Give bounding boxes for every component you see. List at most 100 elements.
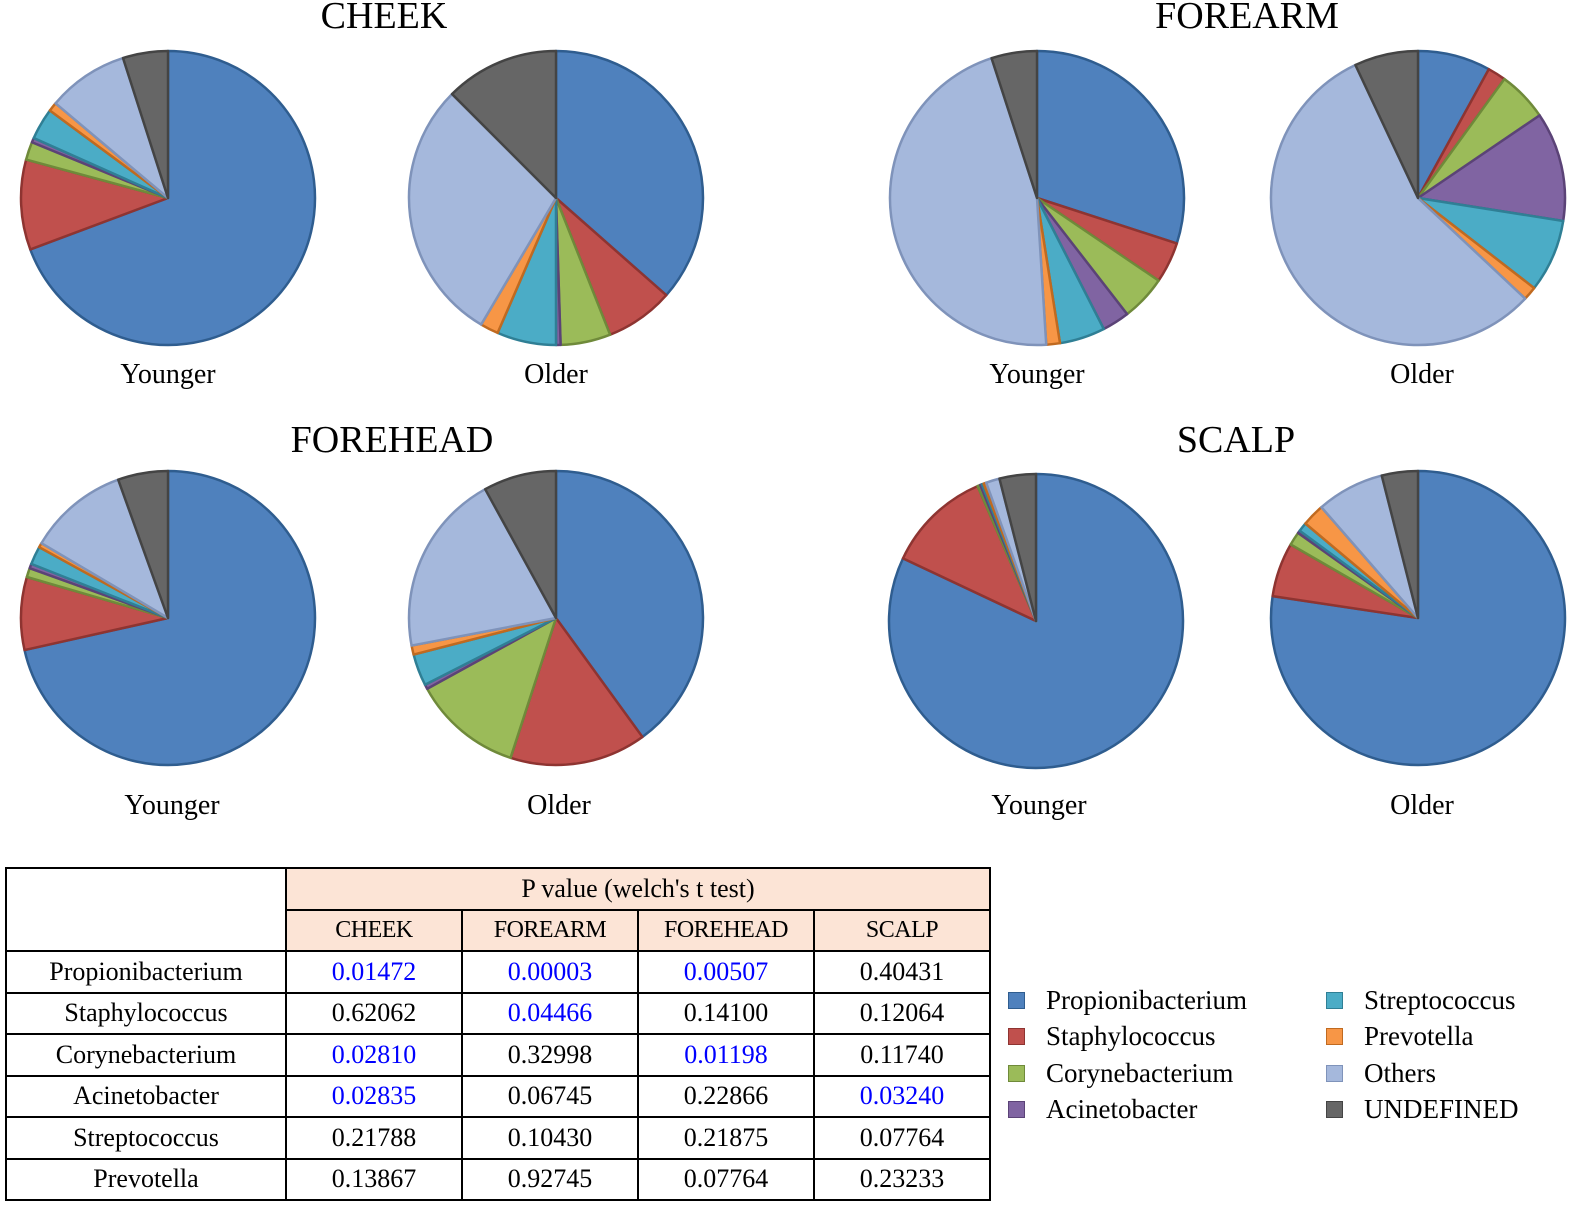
legend-item-propionibacterium: Propionibacterium <box>1008 983 1247 1017</box>
pie-slice-staphylococcus <box>19 158 170 251</box>
legend-swatch <box>1326 1064 1343 1082</box>
p-value-cell: 0.01472 <box>285 950 463 994</box>
pie-older: Older <box>407 49 705 390</box>
legend-item-streptococcus: Streptococcus <box>1326 983 1515 1017</box>
chart-title: FOREARM <box>1155 0 1339 37</box>
legend-swatch <box>1008 1101 1025 1118</box>
pie-slice-undefined <box>990 49 1039 200</box>
chart-title: SCALP <box>1177 419 1295 461</box>
legend-label: Acinetobacter <box>1046 1094 1198 1124</box>
pie-label: Younger <box>989 359 1085 390</box>
p-value-cell: 0.04466 <box>461 991 639 1035</box>
legend-item-acinetobacter: Acinetobacter <box>1008 1093 1197 1127</box>
pie-slice-undefined <box>450 49 558 200</box>
legend-swatch <box>1326 1028 1343 1045</box>
p-value-cell: 0.21875 <box>637 1116 815 1160</box>
p-value-cell: 0.22866 <box>637 1074 815 1118</box>
pie-younger: Younger <box>888 49 1186 390</box>
row-label: Prevotella <box>5 1157 287 1201</box>
pie-slice-propionibacterium <box>23 469 317 767</box>
pie-slice-staphylococcus <box>901 484 1038 623</box>
legend-label: Corynebacterium <box>1046 1057 1234 1088</box>
legend-label: UNDEFINED <box>1364 1094 1519 1124</box>
legend-item-prevotella: Prevotella <box>1326 1020 1473 1054</box>
pie-label: Younger <box>124 790 220 821</box>
p-value-cell: 0.03240 <box>813 1074 991 1118</box>
chart-title: CHEEK <box>321 0 448 37</box>
p-value-cell: 0.01198 <box>637 1033 815 1077</box>
pie-label: Older <box>524 359 588 390</box>
table-row: Streptococcus 0.21788 0.10430 0.21875 0.… <box>5 1116 991 1160</box>
legend-label: Others <box>1364 1057 1436 1088</box>
legend-label: Streptococcus <box>1364 984 1516 1015</box>
legend-swatch <box>1008 991 1025 1009</box>
legend-swatch <box>1326 991 1343 1009</box>
pie-older: Older <box>1269 49 1567 390</box>
table-row: Corynebacterium 0.02810 0.32998 0.01198 … <box>5 1033 991 1077</box>
legend-item-corynebacterium: Corynebacterium <box>1008 1056 1233 1090</box>
p-value-cell: 0.00507 <box>637 950 815 994</box>
pie-slice-others <box>888 56 1048 347</box>
pie-slice-undefined <box>116 469 170 620</box>
p-value-cell: 0.06745 <box>461 1074 639 1118</box>
p-value-cell: 0.07764 <box>813 1116 991 1160</box>
legend-swatch <box>1008 1064 1025 1082</box>
pie-label: Younger <box>991 790 1087 821</box>
column-header: CHEEK <box>285 908 463 952</box>
row-label: Streptococcus <box>5 1116 287 1160</box>
pie-slice-acinetobacter <box>1416 114 1567 223</box>
legend-item-staphylococcus: Staphylococcus <box>1008 1020 1215 1054</box>
pie-panel-cheek: CHEEK Younger Older <box>19 0 705 390</box>
p-value-cell: 0.32998 <box>461 1033 639 1077</box>
table-row: Propionibacterium 0.01472 0.00003 0.0050… <box>5 950 991 994</box>
pie-label: Older <box>1390 790 1454 821</box>
pie-label: Older <box>1390 359 1454 390</box>
table-column-row: CHEEK FOREARM FOREHEAD SCALP <box>6 908 991 952</box>
p-value-cell: 0.10430 <box>461 1116 639 1160</box>
p-value-cell: 0.02810 <box>285 1033 463 1077</box>
pie-panel-scalp: SCALP Younger Older <box>887 419 1567 821</box>
row-label: Acinetobacter <box>5 1074 287 1118</box>
pie-younger: Younger <box>19 469 317 821</box>
column-header: FOREARM <box>461 908 639 952</box>
pie-slice-undefined <box>1354 49 1420 200</box>
p-value-cell: 0.92745 <box>461 1157 639 1201</box>
pie-younger: Younger <box>887 472 1185 821</box>
pie-panel-forearm: FOREARM Younger Older <box>888 0 1567 390</box>
row-label: Corynebacterium <box>5 1033 287 1077</box>
legend: Propionibacterium Staphylococcus Corynebac… <box>1008 983 1568 1133</box>
p-value-cell: 0.11740 <box>813 1033 991 1077</box>
p-value-cell: 0.21788 <box>285 1116 463 1160</box>
pie-slice-undefined <box>483 469 558 620</box>
legend-swatch <box>1008 1028 1025 1045</box>
p-value-cell: 0.02835 <box>285 1074 463 1118</box>
legend-swatch <box>1326 1101 1343 1118</box>
p-value-cell: 0.13867 <box>285 1157 463 1201</box>
pie-slice-others <box>407 487 558 647</box>
table-row: Prevotella 0.13867 0.92745 0.07764 0.232… <box>5 1157 991 1201</box>
p-value-cell: 0.40431 <box>813 950 991 994</box>
p-value-cell: 0.00003 <box>461 950 639 994</box>
pie-younger: Younger <box>19 49 317 390</box>
table-header-row: P value (welch's t test) <box>5 867 991 952</box>
pie-slice-propionibacterium <box>1035 49 1186 245</box>
pie-older: Older <box>1269 469 1567 821</box>
column-header: FOREHEAD <box>637 908 815 952</box>
pie-slice-undefined <box>1380 469 1420 620</box>
pie-slice-propionibacterium <box>554 49 705 297</box>
pie-slice-others <box>1269 63 1527 347</box>
legend-label: Staphylococcus <box>1046 1021 1216 1051</box>
legend-item-others: Others <box>1326 1056 1436 1090</box>
row-label: Staphylococcus <box>5 991 287 1035</box>
p-value-cell: 0.14100 <box>637 991 815 1035</box>
pie-slice-propionibacterium <box>554 469 705 739</box>
p-value-cell: 0.23233 <box>813 1157 991 1201</box>
p-value-cell: 0.62062 <box>285 991 463 1035</box>
chart-title: FOREHEAD <box>291 419 494 461</box>
column-header: SCALP <box>813 908 991 952</box>
legend-label: Prevotella <box>1364 1021 1474 1051</box>
pie-slice-others <box>54 56 170 200</box>
pie-panel-forehead: FOREHEAD Younger Older <box>19 419 705 821</box>
pie-slice-corynebacterium <box>425 616 558 760</box>
